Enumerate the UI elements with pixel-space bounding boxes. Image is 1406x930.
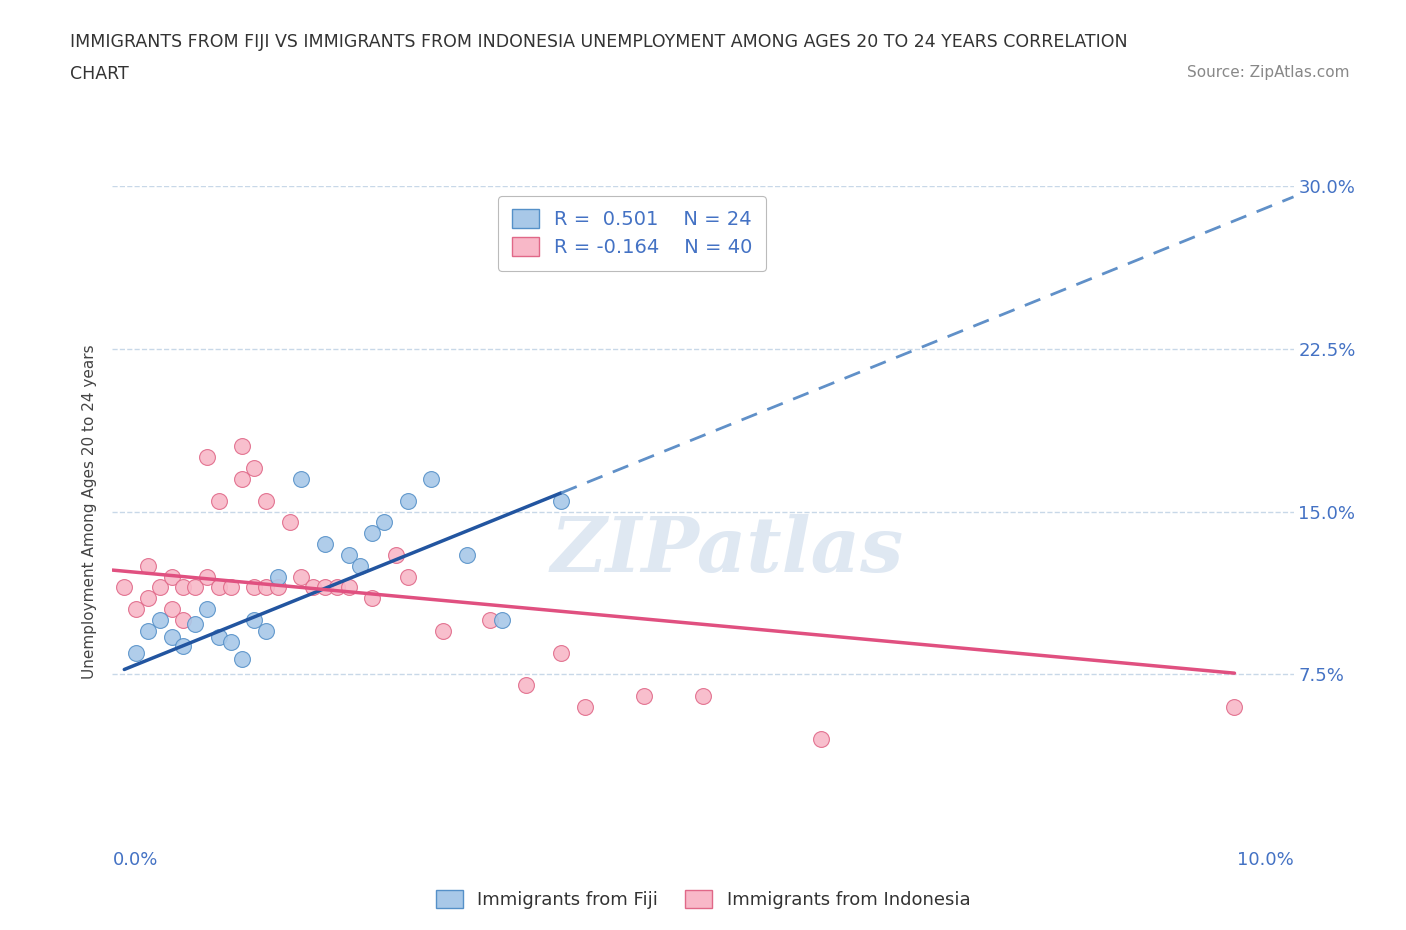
Point bbox=[231, 652, 253, 667]
Point bbox=[112, 580, 135, 595]
Point bbox=[633, 688, 655, 703]
Point bbox=[125, 645, 148, 660]
Point bbox=[219, 634, 242, 649]
Point bbox=[243, 613, 266, 628]
Point bbox=[479, 613, 502, 628]
Point bbox=[349, 558, 371, 573]
Point bbox=[337, 548, 360, 563]
Point bbox=[290, 472, 312, 486]
Point bbox=[361, 525, 384, 540]
Point bbox=[278, 515, 301, 530]
Point bbox=[550, 493, 572, 508]
Point bbox=[254, 580, 277, 595]
Point bbox=[692, 688, 714, 703]
Point bbox=[550, 645, 572, 660]
Point bbox=[149, 613, 172, 628]
Point bbox=[172, 639, 194, 654]
Point bbox=[219, 580, 242, 595]
Point bbox=[1223, 699, 1246, 714]
Point bbox=[515, 678, 537, 693]
Point bbox=[314, 580, 336, 595]
Point bbox=[125, 602, 148, 617]
Point bbox=[195, 602, 218, 617]
Point bbox=[396, 569, 419, 584]
Point bbox=[302, 580, 325, 595]
Point bbox=[456, 548, 478, 563]
Text: ZIPatlas: ZIPatlas bbox=[550, 513, 903, 588]
Point bbox=[396, 493, 419, 508]
Point bbox=[136, 558, 159, 573]
Point bbox=[149, 580, 172, 595]
Point bbox=[243, 460, 266, 475]
Point bbox=[290, 569, 312, 584]
Point bbox=[160, 630, 183, 644]
Point bbox=[243, 580, 266, 595]
Point bbox=[267, 569, 290, 584]
Point bbox=[231, 472, 253, 486]
Point bbox=[160, 602, 183, 617]
Point bbox=[208, 630, 231, 644]
Point bbox=[361, 591, 384, 605]
Point bbox=[254, 493, 277, 508]
Y-axis label: Unemployment Among Ages 20 to 24 years: Unemployment Among Ages 20 to 24 years bbox=[82, 344, 97, 679]
Point bbox=[314, 537, 336, 551]
Point bbox=[172, 580, 194, 595]
Point bbox=[491, 613, 513, 628]
Point bbox=[136, 591, 159, 605]
Point bbox=[432, 623, 454, 638]
Point bbox=[231, 439, 253, 454]
Point bbox=[208, 580, 231, 595]
Point bbox=[373, 515, 395, 530]
Text: 10.0%: 10.0% bbox=[1237, 851, 1294, 869]
Point bbox=[337, 580, 360, 595]
Point bbox=[208, 493, 231, 508]
Point bbox=[420, 472, 443, 486]
Point bbox=[184, 580, 207, 595]
Point bbox=[136, 623, 159, 638]
Point bbox=[160, 569, 183, 584]
Point bbox=[172, 613, 194, 628]
Point bbox=[810, 732, 832, 747]
Point bbox=[254, 623, 277, 638]
Text: CHART: CHART bbox=[70, 65, 129, 83]
Point bbox=[195, 450, 218, 465]
Text: Source: ZipAtlas.com: Source: ZipAtlas.com bbox=[1187, 65, 1350, 80]
Legend: Immigrants from Fiji, Immigrants from Indonesia: Immigrants from Fiji, Immigrants from In… bbox=[429, 884, 977, 916]
Point bbox=[267, 580, 290, 595]
Text: 0.0%: 0.0% bbox=[112, 851, 157, 869]
Point bbox=[326, 580, 349, 595]
Point bbox=[385, 548, 408, 563]
Point bbox=[574, 699, 596, 714]
Point bbox=[184, 617, 207, 631]
Legend: R =  0.501    N = 24, R = -0.164    N = 40: R = 0.501 N = 24, R = -0.164 N = 40 bbox=[498, 195, 766, 271]
Text: IMMIGRANTS FROM FIJI VS IMMIGRANTS FROM INDONESIA UNEMPLOYMENT AMONG AGES 20 TO : IMMIGRANTS FROM FIJI VS IMMIGRANTS FROM … bbox=[70, 33, 1128, 50]
Point bbox=[195, 569, 218, 584]
